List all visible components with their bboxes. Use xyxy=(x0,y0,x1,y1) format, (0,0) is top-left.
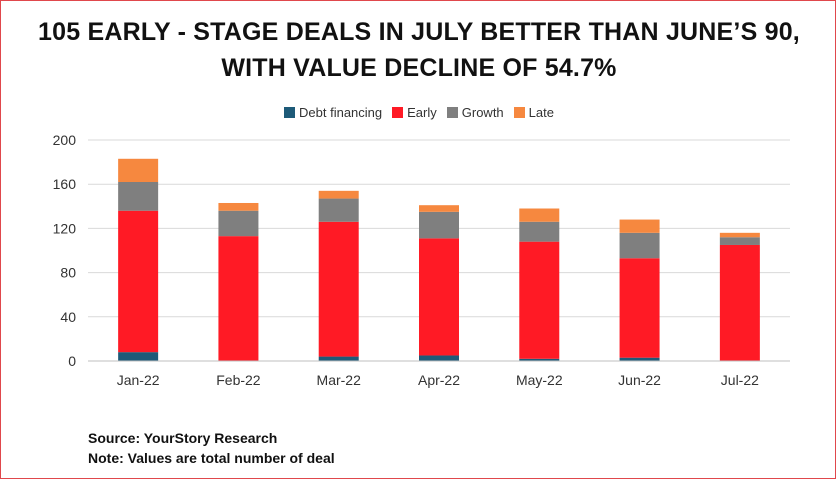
chart-title-line-2: WITH VALUE DECLINE OF 54.7% xyxy=(221,54,617,82)
bar-segment xyxy=(719,232,760,238)
bar-segment xyxy=(318,356,359,361)
x-tick-label: Jul-22 xyxy=(721,372,759,388)
legend-label-late: Late xyxy=(528,105,554,120)
bar-segment xyxy=(519,358,560,361)
y-tick-label: 200 xyxy=(53,132,77,148)
note-text: Note: Values are total number of deal xyxy=(88,450,335,466)
chart-title-line-1: 105 EARLY - STAGE DEALS IN JULY BETTER T… xyxy=(38,18,800,46)
x-tick-label: Jan-22 xyxy=(117,372,160,388)
legend-label-early: Early xyxy=(407,105,437,120)
bar-segment xyxy=(619,357,660,361)
legend-item-growth: Growth xyxy=(446,105,504,120)
legend: Debt financing Early Growth Late xyxy=(0,105,838,120)
y-tick-label: 40 xyxy=(60,309,76,325)
bar-segment xyxy=(619,232,660,259)
bar-segment xyxy=(118,181,159,211)
legend-swatch-early xyxy=(392,107,404,118)
x-tick-label: Feb-22 xyxy=(216,372,261,388)
bar-segment xyxy=(318,221,359,357)
bar-segment xyxy=(519,208,560,222)
bar-segment xyxy=(519,221,560,242)
x-tick-label: May-22 xyxy=(516,372,563,388)
y-tick-label: 120 xyxy=(53,220,77,236)
legend-item-debt-financing: Debt financing xyxy=(284,105,382,120)
x-tick-label: Jun-22 xyxy=(618,372,661,388)
bar-segment xyxy=(519,241,560,359)
bar-segment xyxy=(218,210,259,237)
bar-segment xyxy=(318,190,359,199)
bar-segment xyxy=(719,237,760,245)
bar-segment xyxy=(619,219,660,233)
bar-segment xyxy=(419,238,459,356)
x-tick-label: Mar-22 xyxy=(317,372,362,388)
bar-segment xyxy=(419,355,459,361)
chart-notes: Source: YourStory Research Note: Values … xyxy=(88,428,335,468)
bar-segment xyxy=(118,352,159,361)
bar-segment xyxy=(719,244,760,361)
bar-segment xyxy=(218,202,259,211)
bar-segment xyxy=(419,205,459,212)
bar-segment xyxy=(118,210,159,353)
source-text: Source: YourStory Research xyxy=(88,430,278,446)
legend-label-growth: Growth xyxy=(461,105,504,120)
y-tick-label: 160 xyxy=(53,176,77,192)
bar-segment xyxy=(218,236,259,361)
bar-segment xyxy=(619,258,660,358)
legend-item-early: Early xyxy=(392,105,437,120)
bar-segment xyxy=(118,158,159,182)
bar-segment xyxy=(318,198,359,222)
bar-segment xyxy=(419,211,459,239)
legend-swatch-growth xyxy=(446,107,458,118)
legend-swatch-late xyxy=(513,107,525,118)
y-tick-label: 0 xyxy=(68,353,76,369)
legend-label-debt-financing: Debt financing xyxy=(299,105,383,120)
legend-swatch-debt-financing xyxy=(284,107,296,118)
x-tick-label: Apr-22 xyxy=(418,372,460,388)
y-tick-label: 80 xyxy=(60,265,76,281)
legend-item-late: Late xyxy=(513,105,554,120)
